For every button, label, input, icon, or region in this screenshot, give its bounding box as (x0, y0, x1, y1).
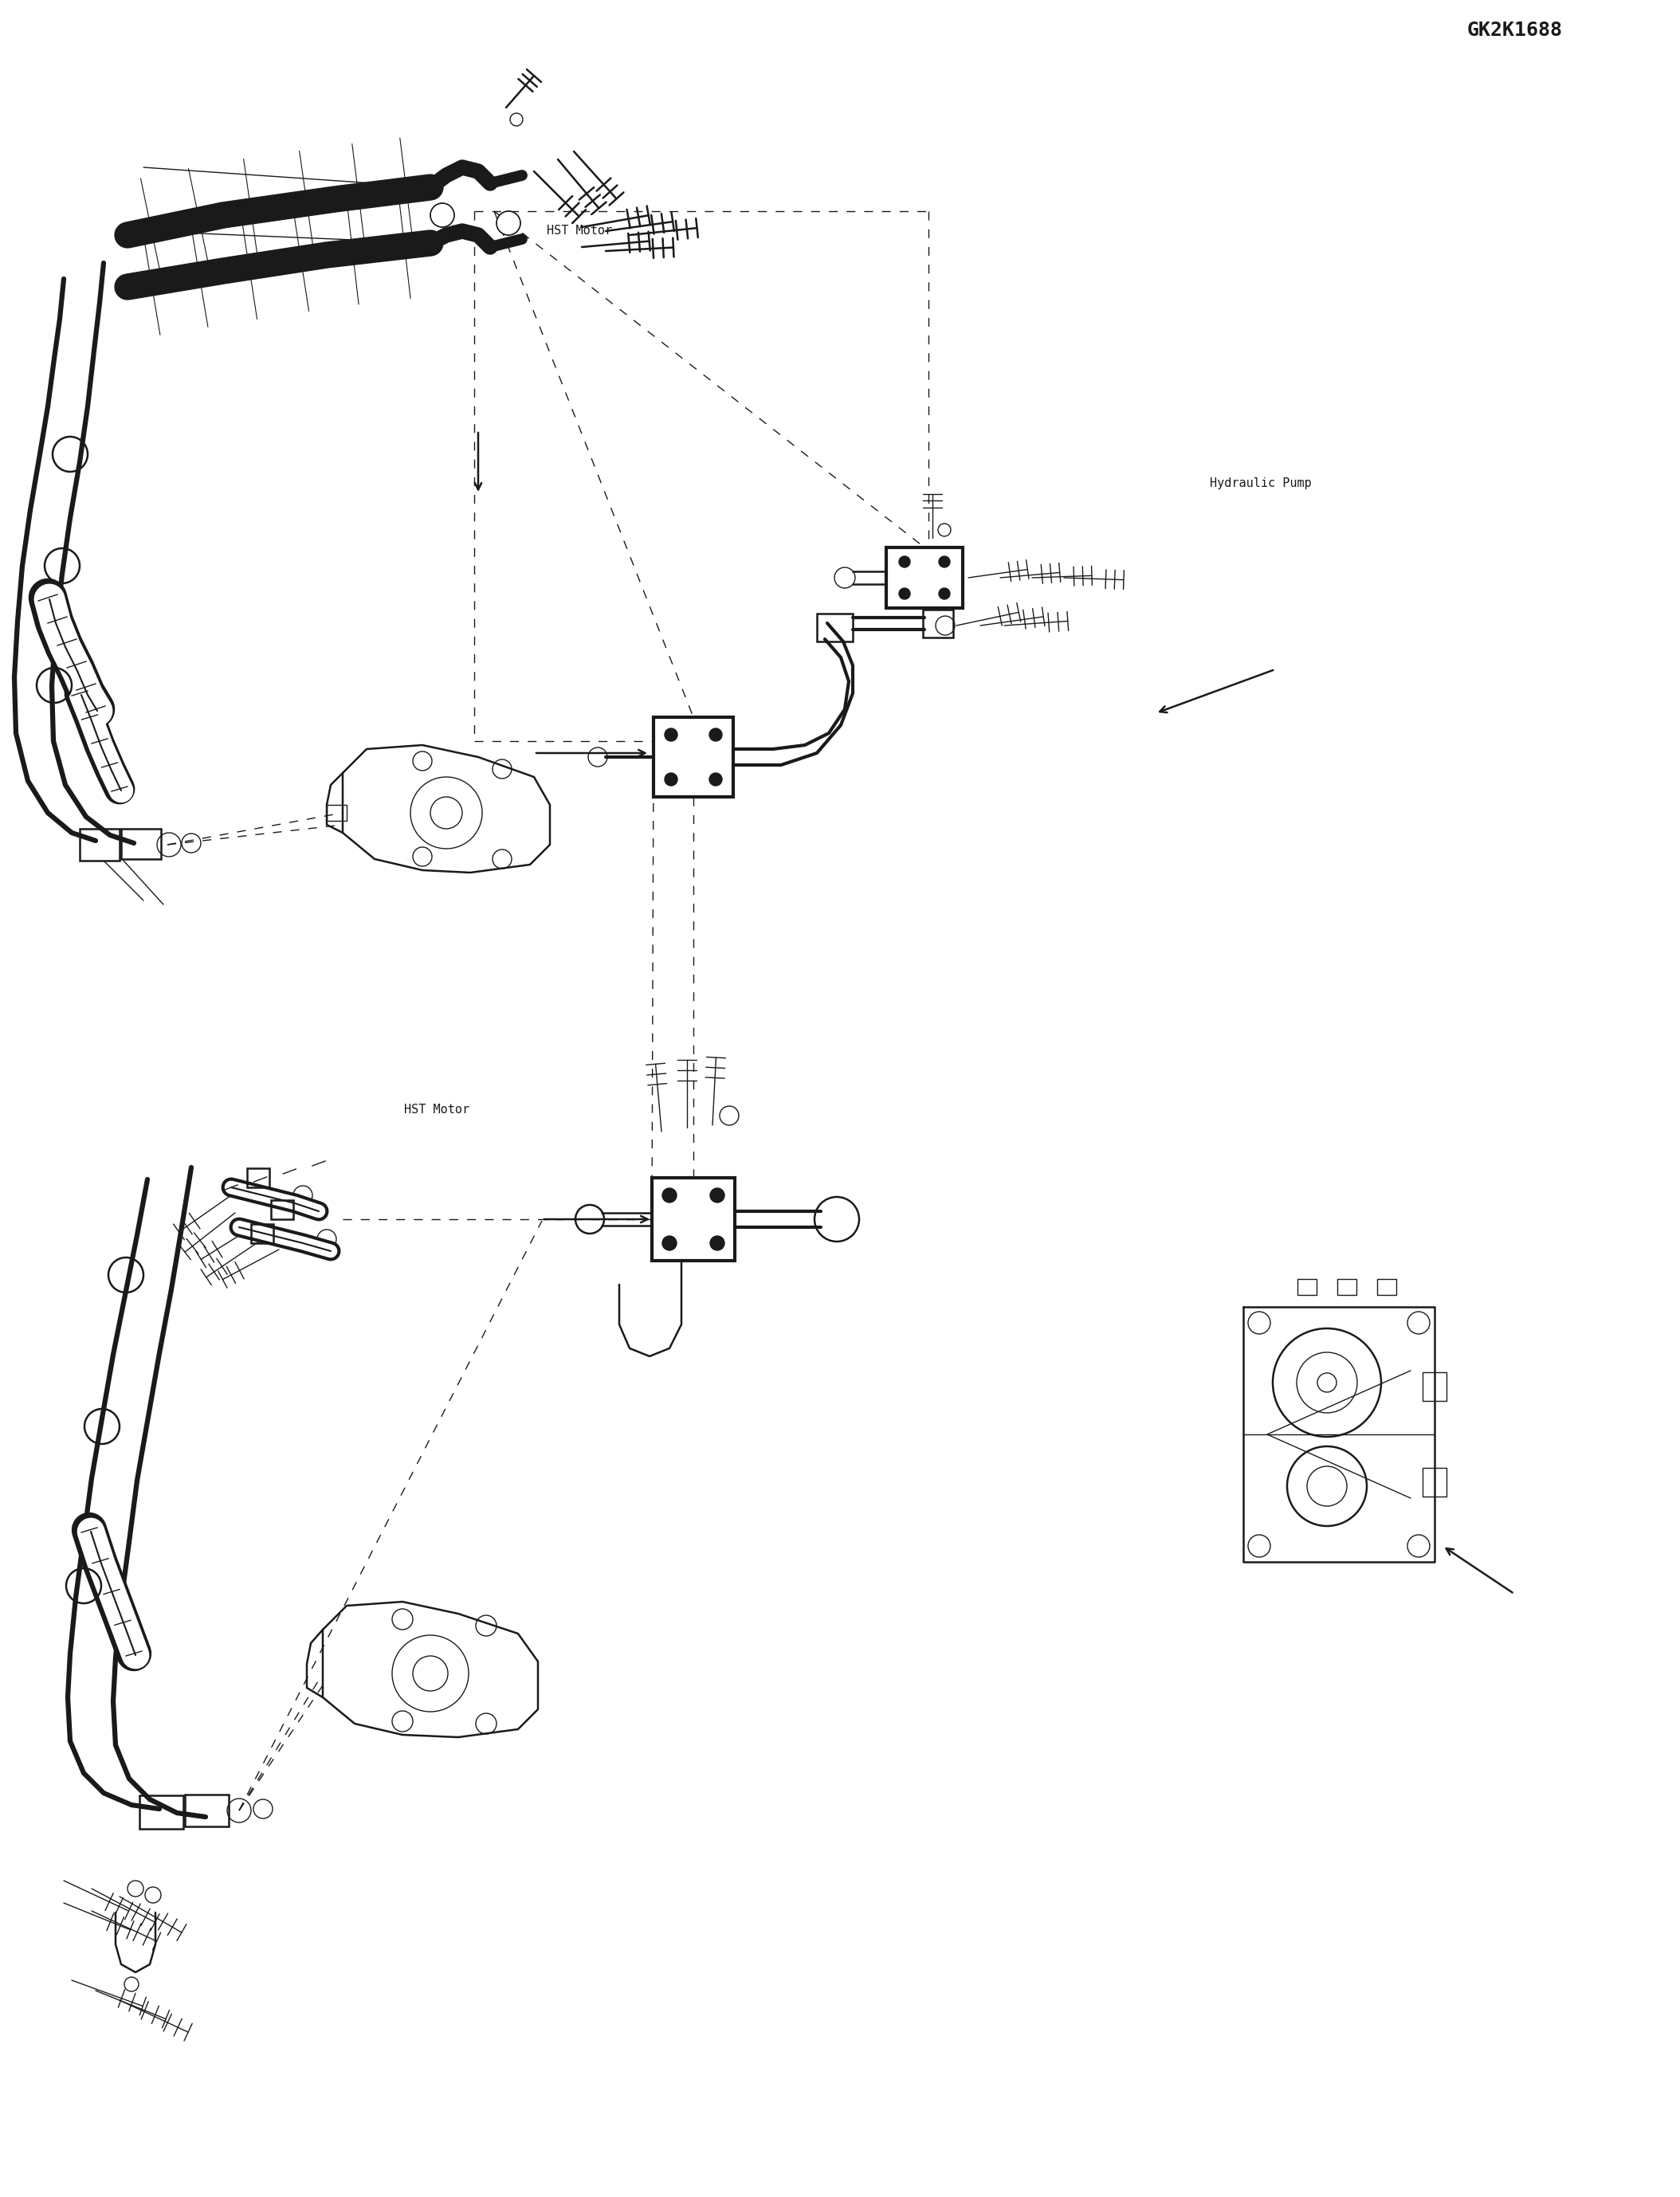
Bar (185, 1795, 228, 1826)
Circle shape (430, 202, 454, 226)
Bar (326, 804, 346, 822)
Bar (1337, 1279, 1356, 1294)
Circle shape (899, 589, 911, 600)
Circle shape (939, 589, 949, 600)
Bar (121, 828, 161, 859)
Circle shape (662, 1237, 677, 1250)
Bar (887, 547, 963, 609)
Bar (1423, 1468, 1446, 1496)
Bar (652, 1178, 734, 1261)
Bar (1378, 1279, 1396, 1294)
Circle shape (711, 1189, 724, 1202)
Bar (270, 1200, 294, 1219)
Circle shape (484, 242, 497, 253)
Bar (922, 609, 953, 637)
Bar (816, 613, 853, 642)
Text: HST Motor: HST Motor (548, 224, 612, 237)
Circle shape (939, 556, 949, 567)
Text: GK2K1688: GK2K1688 (1467, 20, 1562, 40)
Bar (247, 1169, 269, 1186)
Circle shape (497, 211, 521, 235)
Circle shape (711, 1237, 724, 1250)
Text: HST Motor: HST Motor (405, 1103, 469, 1116)
Bar (654, 716, 732, 798)
Circle shape (662, 1189, 677, 1202)
Bar (1423, 1373, 1446, 1402)
Circle shape (665, 729, 677, 740)
Text: Hydraulic Pump: Hydraulic Pump (1210, 477, 1312, 490)
Bar (250, 1224, 274, 1244)
Circle shape (899, 556, 911, 567)
Circle shape (709, 729, 722, 740)
Circle shape (665, 773, 677, 787)
Bar (139, 1795, 183, 1828)
Circle shape (484, 178, 497, 189)
Bar (79, 828, 119, 861)
Bar (1297, 1279, 1317, 1294)
Circle shape (709, 773, 722, 787)
